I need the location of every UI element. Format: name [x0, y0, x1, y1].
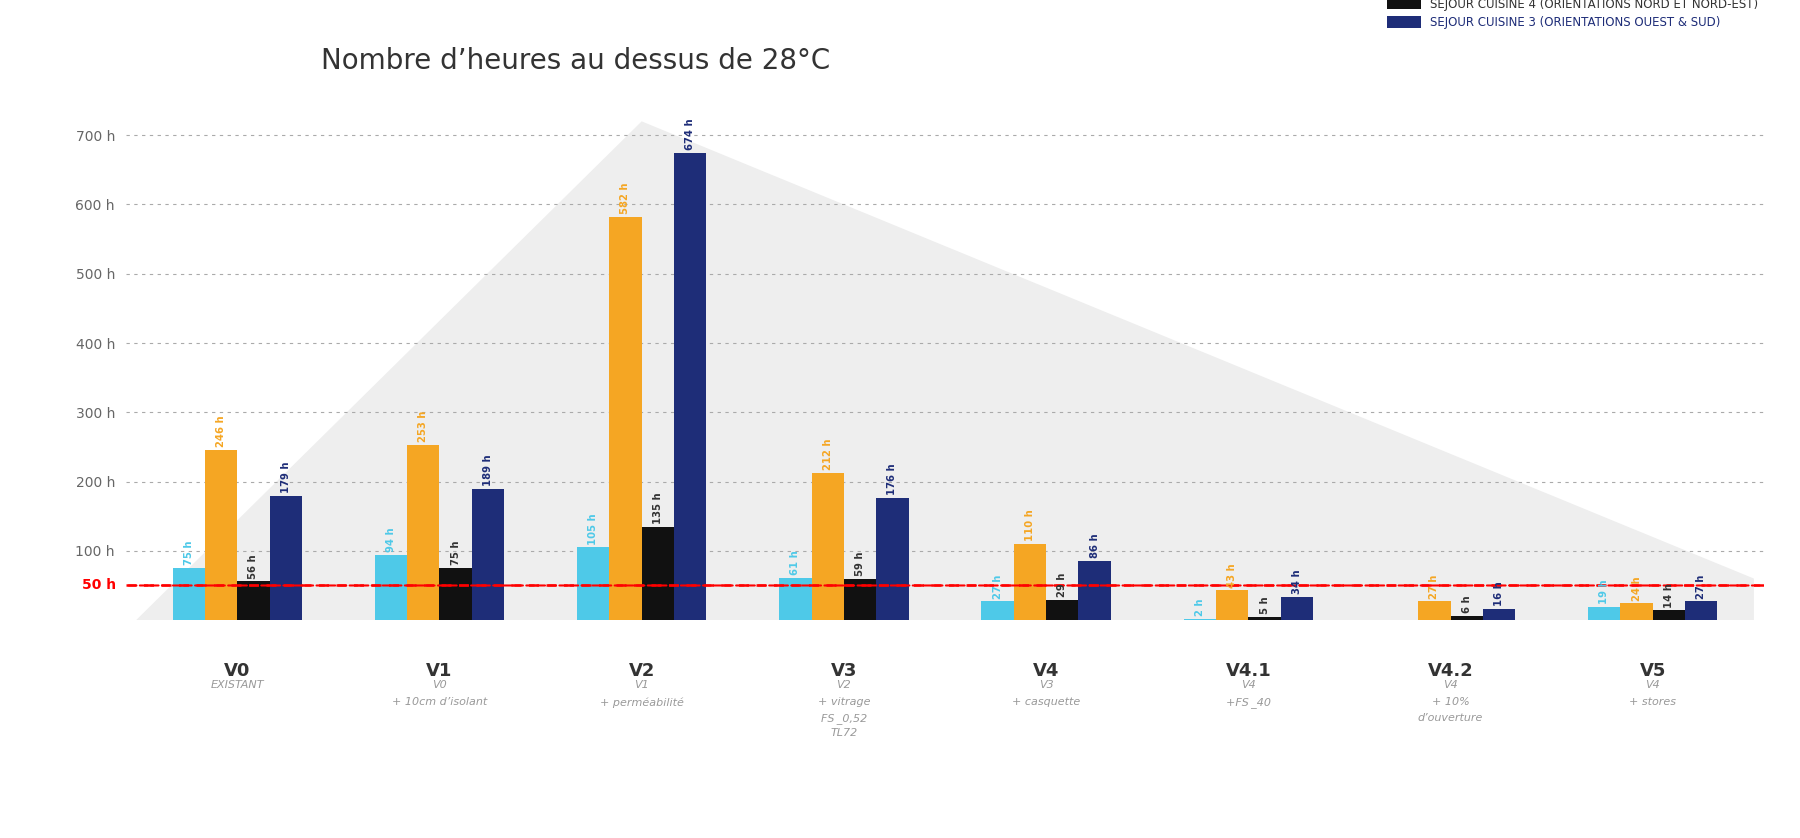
Text: 50 h: 50 h	[81, 578, 115, 592]
Text: 56 h: 56 h	[248, 554, 259, 578]
Bar	[238, 582, 270, 620]
Bar	[844, 579, 877, 620]
Text: Nombre d’heures au dessus de 28°C: Nombre d’heures au dessus de 28°C	[322, 48, 830, 75]
Text: V4.2: V4.2	[1427, 662, 1474, 680]
Bar	[1184, 618, 1217, 620]
Text: V4.1: V4.1	[1226, 662, 1271, 680]
Bar	[877, 499, 909, 620]
Text: 34 h: 34 h	[1292, 569, 1301, 594]
Text: 27 h: 27 h	[1696, 574, 1706, 598]
Bar	[641, 526, 673, 620]
Text: 110 h: 110 h	[1024, 510, 1035, 541]
Text: + 10%: + 10%	[1431, 697, 1469, 707]
Text: 24 h: 24 h	[1631, 576, 1642, 601]
Text: 582 h: 582 h	[621, 183, 630, 215]
Bar	[812, 473, 844, 620]
Bar	[1483, 609, 1516, 620]
Text: V1: V1	[634, 680, 650, 690]
Text: V1: V1	[427, 662, 452, 680]
Legend: CHAMBRE 1 (ORIENTATION NORD NORD-EST), CHAMBRE 3 (ORIENTATION SUD OUEST), SEJOUR: CHAMBRE 1 (ORIENTATION NORD NORD-EST), C…	[1388, 0, 1759, 29]
Text: 94 h: 94 h	[385, 528, 396, 552]
Text: 2 h: 2 h	[1195, 598, 1204, 616]
Text: TL72: TL72	[830, 728, 857, 738]
Text: V4: V4	[1240, 680, 1256, 690]
Polygon shape	[137, 122, 1753, 620]
Bar	[779, 578, 812, 620]
Text: V3: V3	[832, 662, 857, 680]
Text: V4: V4	[1444, 680, 1458, 690]
Bar	[1013, 544, 1046, 620]
Text: 14 h: 14 h	[1663, 582, 1674, 608]
Bar	[173, 568, 205, 620]
Text: 189 h: 189 h	[482, 455, 493, 486]
Text: 43 h: 43 h	[1228, 563, 1237, 587]
Text: 29 h: 29 h	[1057, 573, 1067, 597]
Bar	[1418, 602, 1451, 620]
Text: 212 h: 212 h	[823, 439, 833, 470]
Text: FS _0,52: FS _0,52	[821, 712, 868, 723]
Text: + perméabilité: + perméabilité	[599, 697, 684, 707]
Bar	[1451, 616, 1483, 620]
Text: 246 h: 246 h	[216, 416, 227, 447]
Text: 176 h: 176 h	[887, 463, 898, 495]
Text: 27 h: 27 h	[992, 574, 1003, 598]
Bar	[1046, 600, 1078, 620]
Text: V4: V4	[1033, 662, 1058, 680]
Bar	[578, 547, 610, 620]
Text: 19 h: 19 h	[1598, 580, 1609, 604]
Text: V4: V4	[1645, 680, 1660, 690]
Bar	[1078, 561, 1111, 620]
Text: 61 h: 61 h	[790, 551, 801, 575]
Bar	[981, 602, 1013, 620]
Text: + vitrage: + vitrage	[817, 697, 869, 707]
Text: V0: V0	[432, 680, 446, 690]
Text: V3: V3	[1039, 680, 1053, 690]
Text: 674 h: 674 h	[686, 119, 695, 151]
Bar	[439, 568, 472, 620]
Bar	[1217, 590, 1249, 620]
Text: 75 h: 75 h	[184, 541, 194, 566]
Bar	[1249, 617, 1280, 620]
Text: d’ouverture: d’ouverture	[1418, 712, 1483, 722]
Text: 6 h: 6 h	[1462, 596, 1472, 613]
Text: V5: V5	[1640, 662, 1667, 680]
Bar	[374, 555, 407, 620]
Bar	[673, 153, 706, 620]
Bar	[407, 445, 439, 620]
Text: 105 h: 105 h	[589, 513, 598, 545]
Text: 179 h: 179 h	[281, 462, 292, 494]
Text: V2: V2	[837, 680, 851, 690]
Text: EXISTANT: EXISTANT	[211, 680, 265, 690]
Bar	[1280, 597, 1312, 620]
Bar	[610, 217, 641, 620]
Text: V0: V0	[223, 662, 250, 680]
Text: 253 h: 253 h	[418, 411, 428, 442]
Bar	[270, 496, 302, 620]
Bar	[1588, 607, 1620, 620]
Text: + 10cm d’isolant: + 10cm d’isolant	[392, 697, 488, 707]
Text: 16 h: 16 h	[1494, 582, 1505, 606]
Bar	[1652, 610, 1685, 620]
Text: + stores: + stores	[1629, 697, 1676, 707]
Text: 75 h: 75 h	[450, 541, 461, 566]
Bar	[472, 489, 504, 620]
Text: 86 h: 86 h	[1089, 533, 1100, 558]
Bar	[1620, 603, 1652, 620]
Text: 5 h: 5 h	[1260, 597, 1269, 614]
Text: V2: V2	[628, 662, 655, 680]
Text: + casquette: + casquette	[1012, 697, 1080, 707]
Text: 135 h: 135 h	[653, 492, 662, 524]
Text: 27 h: 27 h	[1429, 574, 1440, 598]
Bar	[205, 450, 238, 620]
Text: 59 h: 59 h	[855, 552, 866, 577]
Bar	[1685, 602, 1717, 620]
Text: +FS _40: +FS _40	[1226, 697, 1271, 708]
